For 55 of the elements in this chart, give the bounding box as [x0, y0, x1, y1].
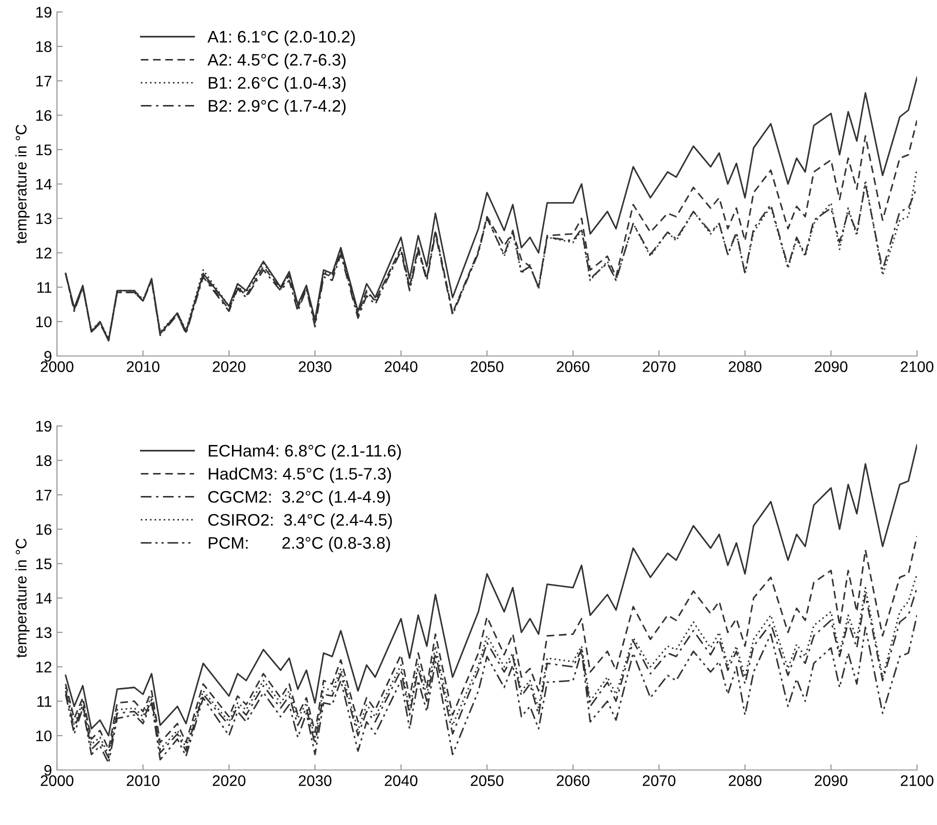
- x-tick-label: 2040: [384, 361, 418, 372]
- y-tick-label: 12: [36, 662, 52, 672]
- y-tick-label: 15: [36, 144, 52, 156]
- y-tick-label: 18: [36, 455, 52, 466]
- x-tick-label: 2100: [900, 775, 934, 786]
- x-tick-label: 2050: [470, 361, 504, 372]
- x-tick-label: 2020: [212, 775, 246, 786]
- y-axis-title: temperature in °C: [15, 124, 30, 244]
- y-tick-label: 12: [36, 248, 52, 258]
- y-tick-label: 19: [36, 420, 52, 432]
- x-tick-label: 2060: [556, 775, 590, 786]
- x-tick-label: 2080: [728, 775, 762, 786]
- y-tick-label: 10: [36, 316, 52, 328]
- y-tick-label: 13: [36, 213, 52, 224]
- legend-label: A2: 4.5°C (2.7-6.3): [208, 53, 346, 70]
- y-tick-label: 15: [36, 558, 52, 570]
- y-tick-label: 13: [36, 627, 52, 638]
- x-tick-label: 2000: [40, 361, 74, 372]
- x-tick-label: 2010: [126, 775, 160, 786]
- y-tick-label: 16: [36, 110, 52, 121]
- legend-label: A1: 6.1°C (2.0-10.2): [208, 30, 355, 46]
- x-tick-label: 2060: [556, 361, 590, 372]
- x-tick-label: 2030: [298, 775, 332, 786]
- y-tick-label: 19: [36, 6, 52, 18]
- y-tick-label: 16: [36, 524, 52, 535]
- x-tick-label: 2000: [40, 775, 74, 786]
- legend-label: CSIRO2: 3.4°C (2.4-4.5): [208, 514, 392, 530]
- x-tick-label: 2050: [470, 775, 504, 786]
- legend-label: B2: 2.9°C (1.7-4.2): [208, 100, 346, 116]
- legend-label: CGCM2: 3.2°C (1.4-4.9): [208, 490, 390, 506]
- y-tick-label: 18: [36, 41, 52, 52]
- y-tick-label: 10: [36, 730, 52, 742]
- x-tick-label: 2070: [642, 775, 676, 786]
- legend-label: HadCM3: 4.5°C (1.5-7.3): [208, 467, 391, 484]
- y-axis-title: temperature in °C: [15, 538, 30, 658]
- x-tick-label: 2100: [900, 361, 934, 372]
- y-tick-label: 14: [36, 179, 52, 190]
- y-tick-label: 17: [36, 76, 52, 86]
- x-tick-label: 2090: [814, 775, 848, 786]
- legend-label: ECHam4: 6.8°C (2.1-11.6): [208, 444, 401, 460]
- y-tick-label: 11: [37, 282, 52, 293]
- x-tick-label: 2090: [814, 361, 848, 372]
- legend-label: B1: 2.6°C (1.0-4.3): [208, 76, 346, 92]
- x-tick-label: 2020: [212, 361, 246, 372]
- x-tick-label: 2010: [126, 361, 160, 372]
- x-tick-label: 2030: [298, 361, 332, 372]
- legend-label: PCM: 2.3°C (0.8-3.8): [208, 536, 390, 552]
- y-tick-label: 9: [44, 350, 52, 362]
- x-tick-label: 2070: [642, 361, 676, 372]
- y-tick-label: 17: [36, 490, 52, 500]
- x-tick-label: 2040: [384, 775, 418, 786]
- y-tick-label: 9: [44, 764, 52, 776]
- y-tick-label: 14: [36, 593, 52, 604]
- x-tick-label: 2080: [728, 361, 762, 372]
- y-tick-label: 11: [37, 696, 52, 707]
